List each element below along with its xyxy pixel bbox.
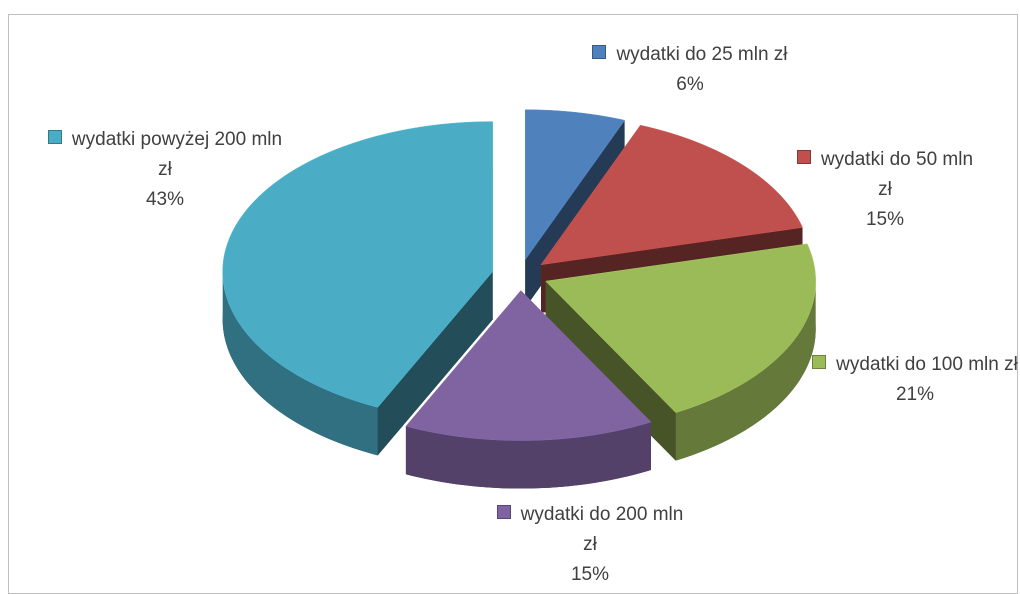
slice xyxy=(405,290,652,441)
legend-swatch xyxy=(47,130,62,144)
legend-swatch xyxy=(496,505,511,519)
category-label: wydatki do 50 mln zł xyxy=(820,149,974,200)
slice xyxy=(222,121,493,408)
category-label: wydatki do 25 mln zł xyxy=(616,44,788,65)
value-label: 6% xyxy=(676,74,704,95)
slice-wall xyxy=(222,271,378,456)
data-label: wydatki powyżej 200 mln zł 43% xyxy=(40,125,290,215)
data-label: wydatki do 25 mln zł 6% xyxy=(560,40,820,100)
legend-swatch xyxy=(592,45,607,59)
value-label: 43% xyxy=(145,189,185,210)
slice xyxy=(524,109,626,261)
slice xyxy=(545,243,816,413)
value-label: 21% xyxy=(895,384,935,405)
slice-wall xyxy=(405,421,651,489)
value-label: 15% xyxy=(570,564,610,585)
legend-swatch xyxy=(796,150,811,164)
data-label: wydatki do 100 mln zł 21% xyxy=(810,350,1020,410)
category-label: wydatki do 200 mln zł xyxy=(520,504,684,555)
category-label: wydatki powyżej 200 mln zł xyxy=(71,129,283,180)
category-label: wydatki do 100 mln zł xyxy=(836,354,1018,375)
slice-side xyxy=(377,271,493,456)
slice-wall xyxy=(675,281,816,461)
legend-swatch xyxy=(812,355,827,369)
data-label: wydatki do 50 mln zł 15% xyxy=(790,145,980,235)
slice xyxy=(540,124,803,266)
value-label: 15% xyxy=(865,209,905,230)
data-label: wydatki do 200 mln zł 15% xyxy=(490,500,690,590)
